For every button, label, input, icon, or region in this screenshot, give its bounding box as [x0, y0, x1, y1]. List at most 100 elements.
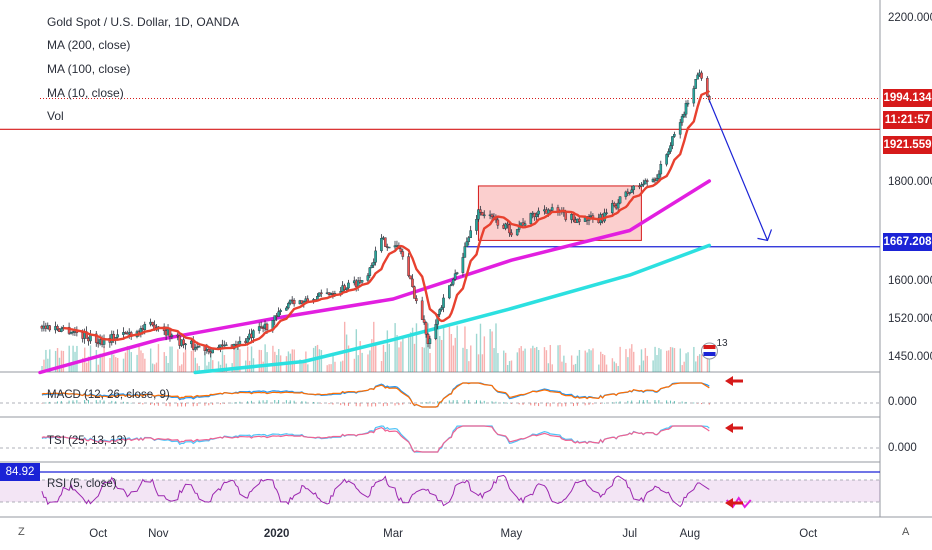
candle-body [669, 145, 672, 152]
volume-bar [157, 344, 160, 372]
volume-bar [56, 348, 59, 372]
tsi-label[interactable]: TSI (25, 13, 13) [47, 435, 127, 447]
volume-event-label: 13 [716, 338, 728, 349]
macd-histogram-bar [192, 403, 194, 407]
volume-bar [679, 348, 681, 372]
candle-body [453, 273, 457, 280]
macd-histogram-bar [507, 402, 509, 404]
macd-histogram-bar [111, 400, 113, 404]
candle-body [550, 207, 554, 211]
volume-bar [99, 353, 101, 372]
candle-body [605, 212, 608, 214]
macd-histogram-bar [708, 403, 710, 405]
price-tick-label: 1600.000 [888, 275, 932, 287]
volume-bar [68, 345, 70, 372]
macd-histogram-bar [382, 403, 384, 407]
candle-body [94, 333, 98, 343]
candle-body [151, 321, 154, 326]
volume-bar [442, 326, 445, 372]
volume-bar [212, 360, 214, 372]
candle-body [645, 180, 649, 182]
candle-body [448, 285, 451, 299]
candle-body [401, 251, 405, 257]
macd-histogram-bar [479, 400, 481, 404]
volume-bar [151, 363, 154, 372]
volume-bar [698, 354, 701, 372]
candle-body [207, 349, 211, 352]
candle-body [546, 209, 550, 214]
candle-body [640, 184, 643, 187]
legend-ma100[interactable]: MA (100, close) [47, 62, 131, 76]
macd-histogram-bar [285, 400, 287, 404]
volume-bar [613, 361, 616, 372]
macd-histogram-bar [456, 400, 458, 404]
volume-bar [138, 345, 140, 372]
volume-bar [640, 349, 643, 372]
volume-bar [210, 353, 212, 372]
rsi-label[interactable]: RSI (5, close) [47, 478, 117, 490]
volume-bar [258, 349, 261, 372]
volume-bar [652, 360, 654, 372]
volume-bar [440, 339, 443, 372]
auto-scale-icon[interactable]: A [902, 526, 910, 538]
volume-bar [646, 355, 649, 372]
volume-bar [111, 351, 113, 372]
macd-histogram-bar [45, 402, 47, 404]
volume-bar [122, 358, 125, 372]
volume-bar [520, 346, 522, 372]
volume-bar [489, 329, 491, 372]
macd-histogram-bar [153, 403, 155, 406]
volume-bar [685, 353, 687, 372]
volume-bar [153, 364, 156, 372]
candle-body [370, 265, 374, 269]
candle-body [374, 250, 377, 263]
macd-histogram-bar [157, 403, 159, 406]
candle-body [387, 246, 391, 249]
macd-histogram-bar [611, 402, 613, 404]
volume-bar [278, 349, 280, 372]
volume-bar [342, 360, 344, 372]
candle-body [490, 214, 494, 217]
volume-bar [495, 323, 497, 372]
macd-histogram-bar [305, 401, 307, 404]
volume-bar [687, 352, 689, 372]
legend-ma10[interactable]: MA (10, close) [47, 86, 124, 100]
macd-label[interactable]: MACD (12, 26, close, 9) [47, 389, 170, 401]
volume-bar [611, 358, 614, 372]
candle-body [508, 224, 511, 234]
volume-bar [194, 357, 196, 372]
volume-bar [43, 359, 45, 372]
volume-bar [299, 359, 301, 372]
timezone-icon[interactable]: Z [18, 526, 25, 538]
candle-body [467, 237, 471, 242]
macd-histogram-bar [181, 403, 183, 407]
macd-histogram-bar [658, 400, 660, 404]
volume-bar [192, 346, 195, 372]
macd-histogram-bar [313, 402, 315, 404]
rsi-line [41, 474, 710, 508]
macd-histogram-bar [56, 401, 58, 404]
legend-vol[interactable]: Vol [47, 109, 64, 123]
price-tick-label: 1450.000 [888, 351, 932, 363]
volume-bar [667, 350, 670, 372]
macd-histogram-bar [130, 402, 132, 404]
volume-bar [584, 350, 586, 372]
volume-bar [658, 347, 660, 372]
volume-bar [421, 347, 423, 372]
candle-body [700, 72, 703, 79]
volume-bar [631, 344, 633, 372]
moving-average-line [38, 179, 712, 375]
volume-bar [355, 329, 358, 372]
volume-bar [586, 352, 588, 372]
macd-histogram-bar [503, 402, 505, 404]
candle-body [67, 326, 71, 334]
volume-bar [545, 350, 548, 372]
candle-body [682, 113, 686, 117]
legend-ma200[interactable]: MA (200, close) [47, 38, 131, 52]
volume-bar [113, 354, 115, 372]
volume-bar [524, 348, 526, 372]
volume-bar [328, 364, 330, 372]
volume-bar [41, 365, 43, 372]
candle-body [523, 223, 527, 226]
